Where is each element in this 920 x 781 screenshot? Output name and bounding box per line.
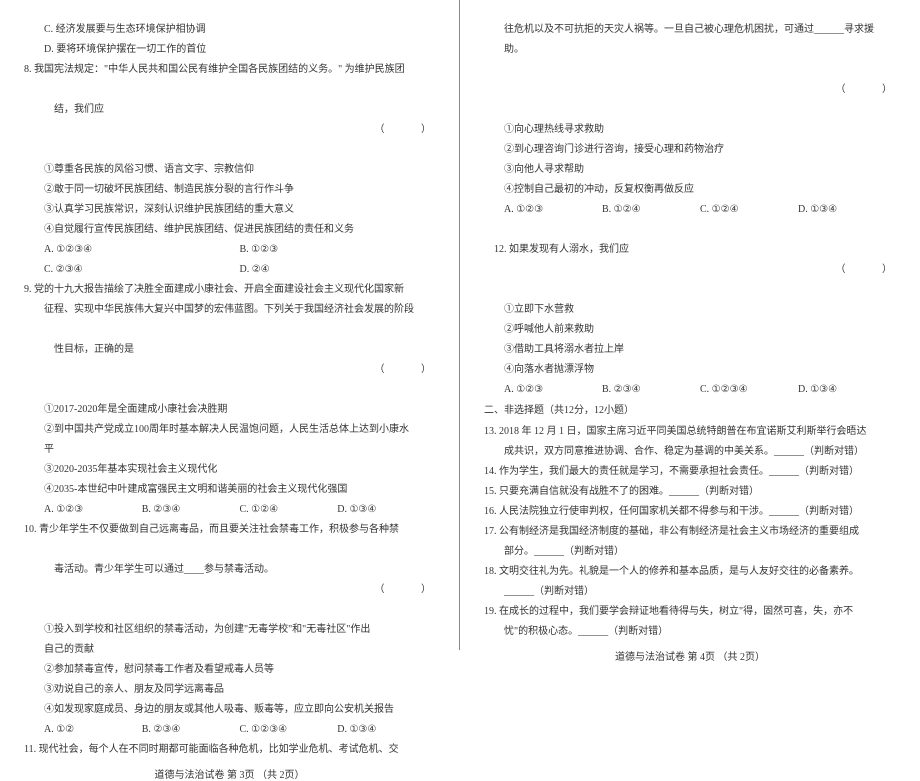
q19-line1: 19. 在成长的过程中，我们要学会辩证地看待得与失，树立"得，固然可喜，失，亦不 (484, 602, 896, 622)
q10-stem-line1: 10. 青少年学生不仅要做到自己远离毒品，而且要关注社会禁毒工作，积极参与各种禁 (24, 520, 435, 540)
q9-choice-2: ②到中国共产党成立100周年时基本解决人民温饱问题，人民生活总体上达到小康水 (24, 420, 435, 440)
q8-stem-line1: 8. 我国宪法规定："中华人民共和国公民有维护全国各民族团结的义务。" 为维护民… (24, 60, 435, 80)
q9-stem-line1: 9. 党的十九大报告描绘了决胜全面建成小康社会、开启全面建设社会主义现代化国家新 (24, 280, 435, 300)
q11-options-row: A. ①②③ B. ①②④ C. ①②④ D. ①③④ (484, 200, 896, 220)
q11-choice-1: ①向心理热线寻求救助 (484, 120, 896, 140)
q9-opt-c: C. ①②④ (240, 500, 338, 520)
section-2-title: 二、非选择题（共12分，12小题） (484, 400, 896, 422)
q13-line1: 13. 2018 年 12 月 1 日，国家主席习近平同美国总统特朗普在布宜诺斯… (484, 422, 896, 442)
q10-opt-c: C. ①②③④ (240, 720, 338, 740)
q8-opt-c: C. ②③④ (44, 260, 240, 280)
q15-line: 15. 只要充满自信就没有战胜不了的困难。______（判断对错） (484, 482, 896, 502)
q8-choice-3: ③认真学习民族常识，深刻认识维护民族团结的重大意义 (24, 200, 435, 220)
q8-choice-1: ①尊重各民族的风俗习惯、语言文字、宗教信仰 (24, 160, 435, 180)
q8-opt-d: D. ②④ (240, 260, 436, 280)
q19-line2: 忧"的积极心态。______（判断对错） (484, 622, 896, 642)
q8-opt-b: B. ①②③ (240, 240, 436, 260)
q12-choice-3: ③借助工具将溺水者拉上岸 (484, 340, 896, 360)
q11-choice-2: ②到心理咨询门诊进行咨询，接受心理和药物治疗 (484, 140, 896, 160)
q11-stem-line1: 11. 现代社会，每个人在不同时期都可能面临各种危机，比如学业危机、考试危机、交 (24, 740, 435, 760)
q18-line2: ______（判断对错） (484, 582, 896, 602)
q11-opt-a: A. ①②③ (504, 200, 602, 220)
q8-options-row1: A. ①②③④ B. ①②③ (24, 240, 435, 260)
q9-opt-a: A. ①②③ (44, 500, 142, 520)
q11-opt-c: C. ①②④ (700, 200, 798, 220)
q12-stem-text: 12. 如果发现有人溺水，我们应 (494, 244, 629, 255)
q18-line1: 18. 文明交往礼为先。礼貌是一个人的修养和基本品质，是与人友好交往的必备素养。 (484, 562, 896, 582)
q10-choice-1b: 自己的贡献 (24, 640, 435, 660)
right-page-footer: 道德与法治试卷 第 4页 （共 2页） (484, 642, 896, 663)
q12-choice-4: ④向落水者抛漂浮物 (484, 360, 896, 380)
q12-opt-a: A. ①②③ (504, 380, 602, 400)
q11-opt-b: B. ①②④ (602, 200, 700, 220)
q9-choice-3: ③2020-2035年基本实现社会主义现代化 (24, 460, 435, 480)
q9-opt-d: D. ①③④ (337, 500, 435, 520)
q10-opt-b: B. ②③④ (142, 720, 240, 740)
q11-opt-d: D. ①③④ (798, 200, 896, 220)
q9-choice-2b: 平 (24, 440, 435, 460)
q10-opt-a: A. ①② (44, 720, 142, 740)
q11-paren-line: （ ） (484, 60, 896, 120)
q8-options-row2: C. ②③④ D. ②④ (24, 260, 435, 280)
q12-answer-paren: （ ） (836, 260, 897, 280)
left-page-footer: 道德与法治试卷 第 3页 （共 2页） (24, 760, 435, 781)
q17-line2: 部分。______（判断对错） (484, 542, 896, 562)
q16-line: 16. 人民法院独立行使审判权，任何国家机关都不得参与和干涉。______（判断… (484, 502, 896, 522)
q9-opt-b: B. ②③④ (142, 500, 240, 520)
q8-stem-text: 结，我们应 (54, 104, 104, 115)
q11-stem-line3: 助。 (484, 40, 896, 60)
q9-stem-line3: 性目标，正确的是 （ ） (24, 320, 435, 400)
q12-stem: 12. 如果发现有人溺水，我们应 （ ） (484, 220, 896, 300)
q8-choice-2: ②敢于同一切破坏民族团结、制造民族分裂的言行作斗争 (24, 180, 435, 200)
q11-choice-3: ③向他人寻求帮助 (484, 160, 896, 180)
q12-choice-1: ①立即下水营救 (484, 300, 896, 320)
q12-opt-c: C. ①②③④ (700, 380, 798, 400)
q14-line: 14. 作为学生，我们最大的责任就是学习，不需要承担社会责任。______（判断… (484, 462, 896, 482)
q12-opt-d: D. ①③④ (798, 380, 896, 400)
right-column: 往危机以及不可抗拒的天灾人祸等。一旦自己被心理危机困扰，可通过______寻求援… (460, 0, 920, 650)
q8-opt-a: A. ①②③④ (44, 240, 240, 260)
q8-choice-4: ④自觉履行宣传民族团结、维护民族团结、促进民族团结的责任和义务 (24, 220, 435, 240)
q9-stem-line2: 征程、实现中华民族伟大复兴中国梦的宏伟蓝图。下列关于我国经济社会发展的阶段 (24, 300, 435, 320)
q9-stem-text: 性目标，正确的是 (54, 344, 134, 355)
q12-options-row: A. ①②③ B. ②③④ C. ①②③④ D. ①③④ (484, 380, 896, 400)
q10-choice-3: ③劝说自己的亲人、朋友及同学远离毒品 (24, 680, 435, 700)
q10-stem-text: 毒活动。青少年学生可以通过____参与禁毒活动。 (54, 564, 274, 575)
q9-options-row: A. ①②③ B. ②③④ C. ①②④ D. ①③④ (24, 500, 435, 520)
left-column: C. 经济发展要与生态环境保护相协调 D. 要将环境保护摆在一切工作的首位 8.… (0, 0, 460, 650)
q11-answer-paren: （ ） (836, 80, 897, 100)
q12-choice-2: ②呼喊他人前来救助 (484, 320, 896, 340)
q10-stem-line2: 毒活动。青少年学生可以通过____参与禁毒活动。 （ ） (24, 540, 435, 620)
q10-answer-paren: （ ） (375, 580, 436, 600)
q11-choice-4: ④控制自己最初的冲动，反复权衡再做反应 (484, 180, 896, 200)
q7-option-c: C. 经济发展要与生态环境保护相协调 (24, 20, 435, 40)
q8-answer-paren: （ ） (375, 120, 436, 140)
q13-line2: 成共识，双方同意推进协调、合作、稳定为基调的中美关系。______（判断对错） (484, 442, 896, 462)
q10-choice-4: ④如发现家庭成员、身边的朋友或其他人吸毒、贩毒等，应立即向公安机关报告 (24, 700, 435, 720)
q9-choice-1: ①2017-2020年是全面建成小康社会决胜期 (24, 400, 435, 420)
q17-line1: 17. 公有制经济是我国经济制度的基础，非公有制经济是社会主义市场经济的重要组成 (484, 522, 896, 542)
q7-option-d: D. 要将环境保护摆在一切工作的首位 (24, 40, 435, 60)
q10-options-row: A. ①② B. ②③④ C. ①②③④ D. ①③④ (24, 720, 435, 740)
q11-stem-line2: 往危机以及不可抗拒的天灾人祸等。一旦自己被心理危机困扰，可通过______寻求援 (484, 20, 896, 40)
q12-opt-b: B. ②③④ (602, 380, 700, 400)
q10-opt-d: D. ①③④ (337, 720, 435, 740)
q9-answer-paren: （ ） (375, 360, 436, 380)
q10-choice-2: ②参加禁毒宣传，慰问禁毒工作者及看望戒毒人员等 (24, 660, 435, 680)
q10-choice-1: ①投入到学校和社区组织的禁毒活动，为创建"无毒学校"和"无毒社区"作出 (24, 620, 435, 640)
q8-stem-line2: 结，我们应 （ ） (24, 80, 435, 160)
q9-choice-4: ④2035-本世纪中叶建成富强民主文明和谐美丽的社会主义现代化强国 (24, 480, 435, 500)
